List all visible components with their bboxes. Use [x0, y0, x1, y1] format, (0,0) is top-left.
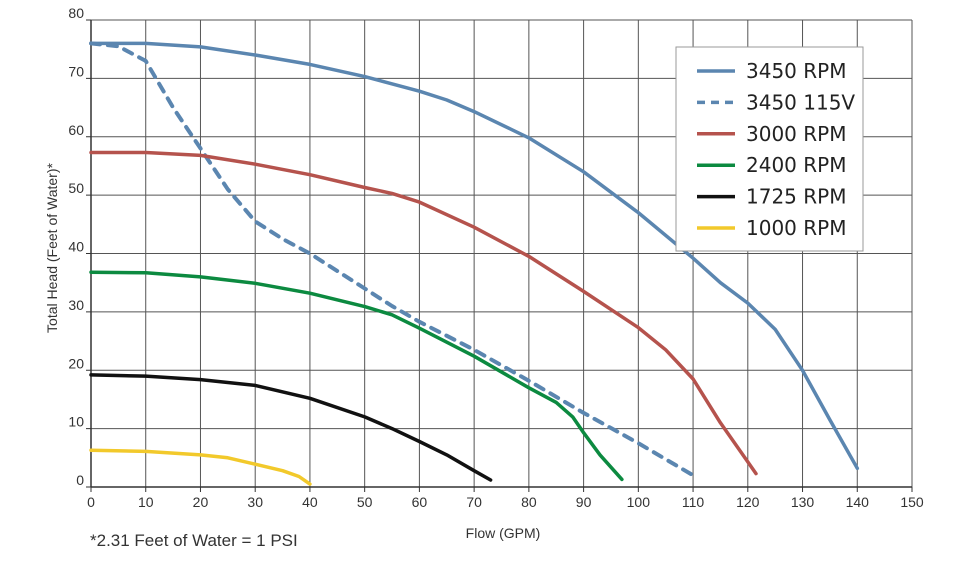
- legend-label: 3450 115V: [746, 90, 855, 114]
- legend-label: 3450 RPM: [746, 59, 846, 83]
- y-axis-ticks: 0 10 20 30 40 50 60 70 80: [68, 5, 91, 488]
- x-tick-label: 30: [247, 494, 263, 510]
- x-tick-label: 150: [900, 494, 924, 510]
- legend-label: 1725 RPM: [746, 185, 846, 209]
- x-tick-label: 140: [846, 494, 870, 510]
- x-tick-label: 80: [521, 494, 537, 510]
- y-tick-label: 20: [68, 355, 84, 371]
- x-tick-label: 20: [193, 494, 209, 510]
- x-tick-label: 130: [791, 494, 815, 510]
- x-tick-label: 110: [682, 494, 705, 510]
- series-line: [89, 270, 624, 482]
- legend-box: [675, 46, 864, 252]
- y-tick-label: 80: [68, 5, 84, 21]
- x-tick-label: 70: [466, 494, 482, 510]
- y-tick-label: 10: [68, 414, 84, 430]
- series-line: [89, 448, 312, 486]
- series-lines: [89, 41, 860, 486]
- x-tick-label: 60: [412, 494, 428, 510]
- y-tick-label: 40: [68, 239, 84, 255]
- y-tick-label: 30: [68, 297, 84, 313]
- x-tick-label: 90: [576, 494, 592, 510]
- y-tick-label: 50: [68, 180, 84, 196]
- series-line: [89, 41, 860, 471]
- y-tick-label: 70: [68, 63, 84, 79]
- legend-label: 2400 RPM: [746, 153, 846, 177]
- x-axis-ticks: 0 10 20 30 40 50 60 70 80 90 100 110 120 130 140 150: [87, 487, 924, 510]
- x-tick-label: 100: [627, 494, 651, 510]
- legend-label: 1000 RPM: [746, 216, 846, 240]
- y-tick-label: 0: [76, 472, 84, 488]
- x-tick-label: 50: [357, 494, 373, 510]
- x-tick-label: 120: [736, 494, 760, 510]
- y-axis-label: Total Head (Feet of Water)*: [44, 163, 60, 333]
- series-line: [89, 41, 696, 478]
- legend: 3450 RPM 3450 115V 3000 RPM 2400 RPM 1725 RP…: [675, 46, 864, 252]
- footnote: *2.31 Feet of Water = 1 PSI: [90, 531, 298, 550]
- series-line: [89, 373, 493, 482]
- x-axis-label: Flow (GPM): [466, 525, 541, 541]
- x-tick-label: 40: [302, 494, 318, 510]
- series-line: [89, 150, 758, 476]
- y-tick-label: 60: [68, 122, 84, 138]
- legend-label: 3000 RPM: [746, 122, 846, 146]
- x-tick-label: 10: [138, 494, 154, 510]
- x-tick-label: 0: [87, 494, 95, 510]
